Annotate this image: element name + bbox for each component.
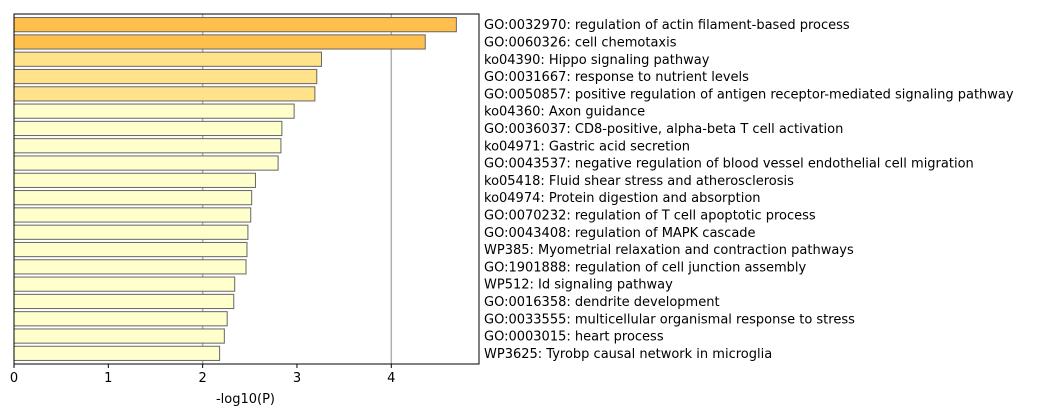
- category-label: GO:0032970: regulation of actin filament…: [484, 18, 850, 33]
- x-tick-label: 0: [10, 371, 18, 386]
- category-label: GO:1901888: regulation of cell junction …: [484, 260, 807, 275]
- bar: [13, 120, 283, 137]
- category-label: GO:0060326: cell chemotaxis: [484, 35, 677, 50]
- category-labels: GO:0032970: regulation of actin filament…: [484, 18, 1014, 362]
- category-label: GO:0031667: response to nutrient levels: [484, 70, 749, 85]
- x-tick-label: 3: [293, 371, 301, 386]
- bar: [13, 190, 253, 206]
- bar: [13, 138, 282, 154]
- bar: [13, 68, 318, 85]
- x-tick-label: 4: [387, 371, 395, 386]
- bar: [13, 155, 279, 171]
- bar: [13, 259, 247, 275]
- x-tick-label: 2: [199, 371, 207, 386]
- category-label: GO:0033555: multicellular organismal res…: [484, 312, 855, 327]
- x-axis-title: -log10(P): [216, 392, 275, 407]
- category-label: WP3625: Tyrobp causal network in microgl…: [484, 347, 772, 362]
- bar: [13, 311, 228, 327]
- category-label: GO:0043408: regulation of MAPK cascade: [484, 226, 756, 241]
- bar: [13, 86, 316, 102]
- category-label: WP385: Myometrial relaxation and contrac…: [484, 243, 854, 258]
- bar: [13, 17, 457, 33]
- category-label: ko05418: Fluid shear stress and atherosc…: [484, 174, 794, 189]
- bar: [13, 293, 235, 310]
- category-label: ko04971: Gastric acid secretion: [484, 139, 690, 154]
- category-label: WP512: Id signaling pathway: [484, 278, 673, 293]
- x-tick-label: 1: [104, 371, 112, 386]
- category-label: GO:0036037: CD8-positive, alpha-beta T c…: [484, 122, 843, 137]
- category-label: ko04974: Protein digestion and absorptio…: [484, 191, 761, 206]
- category-label: GO:0003015: heart process: [484, 330, 664, 345]
- bar: [13, 34, 426, 50]
- bar: [13, 241, 248, 258]
- bar: [13, 276, 236, 292]
- bar: [13, 103, 295, 119]
- bar: [13, 172, 256, 188]
- bars: [13, 17, 457, 361]
- category-label: GO:0016358: dendrite development: [484, 295, 720, 310]
- category-label: ko04360: Axon guidance: [484, 105, 645, 120]
- bar: [13, 328, 225, 344]
- bar: [13, 51, 322, 67]
- bar: [13, 207, 252, 223]
- bar: [13, 345, 221, 361]
- category-label: GO:0050857: positive regulation of antig…: [484, 87, 1014, 102]
- plot-frame: [13, 13, 480, 365]
- category-label: GO:0043537: negative regulation of blood…: [484, 157, 974, 172]
- bar: [13, 224, 249, 240]
- category-label: ko04390: Hippo signaling pathway: [484, 53, 710, 68]
- x-axis: 0 1 2 3 4: [10, 364, 395, 386]
- category-label: GO:0070232: regulation of T cell apoptot…: [484, 208, 816, 223]
